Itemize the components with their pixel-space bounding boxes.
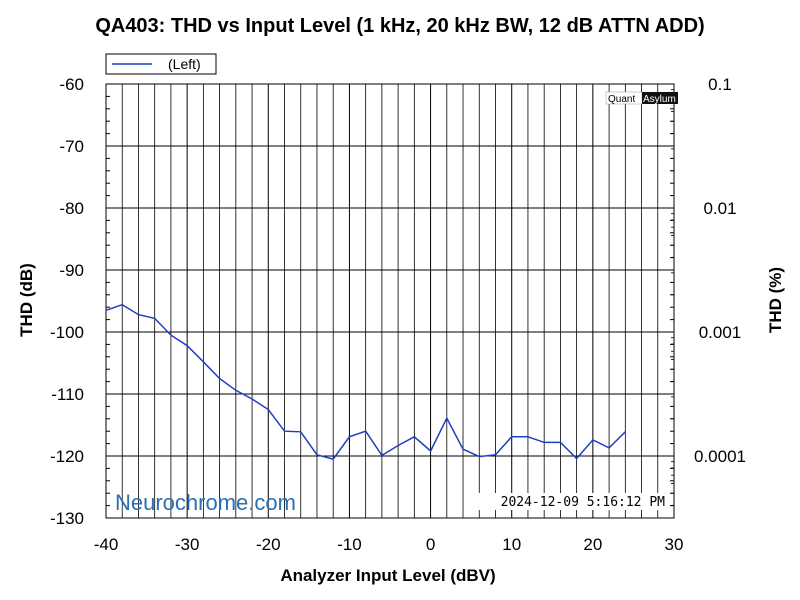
y2-tick-labels: 0.1 0.01 0.001 0.0001 (694, 75, 746, 466)
legend: (Left) (105, 53, 217, 75)
legend-label: (Left) (168, 56, 201, 72)
y-tick-label: -90 (59, 261, 84, 280)
x-tick-label: 30 (665, 535, 684, 554)
x-tick-label: 20 (583, 535, 602, 554)
series-line-left (105, 303, 626, 460)
logo-text-quant: Quant (608, 94, 635, 105)
y-tick-labels: -60 -70 -80 -90 -100 -110 -120 -130 (50, 75, 84, 528)
x-tick-label: 0 (426, 535, 435, 554)
y-tick-label: -120 (50, 447, 84, 466)
chart-title: QA403: THD vs Input Level (1 kHz, 20 kHz… (95, 15, 704, 37)
series-layer (105, 303, 626, 460)
x-tick-label: -40 (94, 535, 119, 554)
y-tick-label: -110 (51, 385, 84, 404)
logo-right-box (642, 92, 678, 104)
y2-tick-label: 0.0001 (694, 447, 746, 466)
y2-tick-label: 0.001 (699, 323, 742, 342)
x-tick-label: -30 (175, 535, 200, 554)
legend-box (105, 53, 217, 75)
y2-axis-title: THD (%) (766, 267, 785, 333)
plot-area (106, 84, 674, 518)
y-tick-label: -80 (59, 199, 84, 218)
watermark: Neurochrome.com (115, 490, 296, 515)
y-axis-title: THD (dB) (17, 263, 36, 337)
x-tick-labels: -40 -30 -20 -10 0 10 20 30 (94, 535, 684, 554)
y-tick-label: -100 (50, 323, 84, 342)
logo-text-asylum: Asylum (643, 94, 676, 105)
y-tick-label: -70 (59, 137, 84, 156)
x-axis-title: Analyzer Input Level (dBV) (280, 566, 495, 585)
x-tick-label: -10 (337, 535, 362, 554)
x-tick-label: 10 (502, 535, 521, 554)
y-tick-label: -60 (59, 75, 84, 94)
y-tick-label: -130 (50, 509, 84, 528)
timestamp: 2024-12-09 5:16:12 PM (501, 495, 666, 510)
quantasylum-logo: Quant Asylum (605, 91, 678, 105)
y2-tick-label: 0.1 (708, 75, 732, 94)
plot-frame (105, 83, 675, 519)
x-tick-label: -20 (256, 535, 281, 554)
timestamp-bg (464, 493, 668, 510)
y2-tick-label: 0.01 (703, 199, 736, 218)
